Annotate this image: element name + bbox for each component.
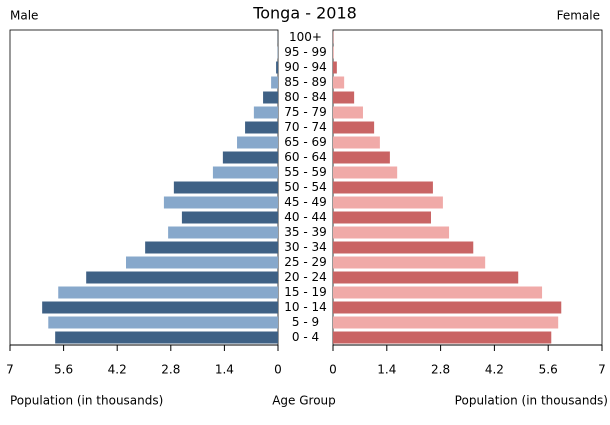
bar: [333, 76, 345, 89]
y-tick-label: 40 - 44: [284, 210, 327, 224]
bar: [333, 181, 433, 194]
bar: [333, 106, 363, 119]
x-tick-label: 4.2: [485, 363, 504, 377]
bar: [173, 181, 278, 194]
bar: [237, 136, 278, 149]
x-axis-label: Population (in thousands): [455, 394, 608, 408]
x-tick-label: 4.2: [108, 363, 127, 377]
bar: [333, 166, 398, 179]
y-tick-label: 70 - 74: [284, 120, 327, 134]
bar: [145, 241, 278, 254]
x-axis-label: Population (in thousands): [10, 394, 163, 408]
y-tick-label: 60 - 64: [284, 150, 327, 164]
x-tick-label: 2.8: [431, 363, 450, 377]
bar: [48, 316, 279, 329]
bar: [55, 331, 279, 344]
bar: [333, 61, 337, 74]
bar: [333, 316, 559, 329]
bar: [333, 136, 380, 149]
bar: [86, 271, 278, 284]
y-tick-label: 15 - 19: [284, 285, 327, 299]
bar: [276, 61, 278, 74]
x-tick-label: 5.6: [54, 363, 73, 377]
bar: [126, 256, 279, 269]
bar: [333, 286, 543, 299]
y-tick-label: 50 - 54: [284, 180, 327, 194]
bar: [333, 301, 562, 314]
y-tick-label: 5 - 9: [292, 315, 319, 329]
y-tick-label: 20 - 24: [284, 270, 327, 284]
bar: [181, 211, 278, 224]
bar: [333, 256, 486, 269]
legend-female: Female: [557, 9, 600, 23]
bar: [333, 211, 431, 224]
bar: [333, 271, 519, 284]
bar: [333, 91, 355, 104]
bar: [168, 226, 278, 239]
bar: [333, 226, 450, 239]
x-tick-label: 0: [274, 363, 282, 377]
y-tick-label: 45 - 49: [284, 195, 327, 209]
y-tick-label: 30 - 34: [284, 240, 327, 254]
x-tick-label: 7: [6, 363, 14, 377]
bar: [253, 106, 278, 119]
bar: [58, 286, 278, 299]
y-tick-label: 100+: [289, 30, 322, 44]
y-tick-label: 65 - 69: [284, 135, 327, 149]
y-tick-label: 95 - 99: [284, 45, 327, 59]
bar: [245, 121, 278, 134]
legend-male: Male: [10, 9, 38, 23]
y-axis-label: Age Group: [272, 394, 336, 408]
x-tick-label: 0: [329, 363, 337, 377]
bar: [42, 301, 278, 314]
y-tick-label: 25 - 29: [284, 255, 327, 269]
bar: [263, 91, 278, 104]
x-tick-label: 2.8: [161, 363, 180, 377]
y-tick-label: 90 - 94: [284, 60, 327, 74]
bar: [333, 331, 552, 344]
x-tick-label: 1.4: [215, 363, 234, 377]
x-tick-label: 7: [598, 363, 606, 377]
bar: [333, 151, 390, 164]
y-tick-label: 75 - 79: [284, 105, 327, 119]
bar: [333, 46, 334, 59]
x-tick-label: 1.4: [377, 363, 396, 377]
y-tick-label: 85 - 89: [284, 75, 327, 89]
bar: [333, 196, 443, 209]
bar: [163, 196, 278, 209]
bar: [222, 151, 278, 164]
bar: [333, 121, 375, 134]
bar: [212, 166, 278, 179]
chart-title: Tonga - 2018: [252, 4, 357, 23]
y-tick-label: 35 - 39: [284, 225, 327, 239]
y-tick-label: 10 - 14: [284, 300, 327, 314]
y-tick-label: 55 - 59: [284, 165, 327, 179]
y-tick-label: 80 - 84: [284, 90, 327, 104]
x-tick-label: 5.6: [539, 363, 558, 377]
bar: [333, 241, 474, 254]
bar: [271, 76, 278, 89]
y-tick-label: 0 - 4: [292, 330, 319, 344]
